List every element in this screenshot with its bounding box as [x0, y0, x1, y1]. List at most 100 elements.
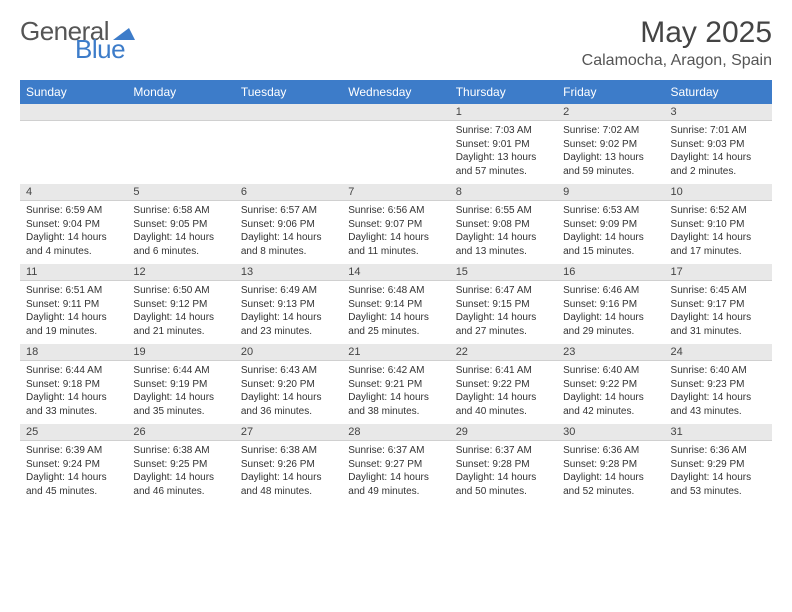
day-number-cell: 18 [20, 344, 127, 361]
day-number-cell: 7 [342, 184, 449, 201]
day-detail-cell: Sunrise: 6:46 AMSunset: 9:16 PMDaylight:… [557, 281, 664, 345]
daylight-text: and 43 minutes. [671, 405, 766, 419]
sunset-text: Sunset: 9:21 PM [348, 378, 443, 392]
daylight-text: Daylight: 14 hours [26, 391, 121, 405]
daylight-text: Daylight: 14 hours [348, 231, 443, 245]
sunset-text: Sunset: 9:26 PM [241, 458, 336, 472]
sunset-text: Sunset: 9:23 PM [671, 378, 766, 392]
day-detail-cell: Sunrise: 6:43 AMSunset: 9:20 PMDaylight:… [235, 361, 342, 425]
day-detail-row: Sunrise: 6:39 AMSunset: 9:24 PMDaylight:… [20, 441, 772, 505]
daylight-text: and 52 minutes. [563, 485, 658, 499]
day-number-cell: 1 [450, 104, 557, 121]
day-detail-cell: Sunrise: 6:44 AMSunset: 9:19 PMDaylight:… [127, 361, 234, 425]
day-number-cell: 19 [127, 344, 234, 361]
logo: General Blue [20, 16, 189, 47]
day-number-cell: 22 [450, 344, 557, 361]
daylight-text: Daylight: 14 hours [563, 231, 658, 245]
sunrise-text: Sunrise: 6:40 AM [671, 364, 766, 378]
day-number-cell: 26 [127, 424, 234, 441]
day-detail-cell: Sunrise: 6:41 AMSunset: 9:22 PMDaylight:… [450, 361, 557, 425]
day-detail-cell: Sunrise: 6:52 AMSunset: 9:10 PMDaylight:… [665, 201, 772, 265]
sunset-text: Sunset: 9:14 PM [348, 298, 443, 312]
daylight-text: and 15 minutes. [563, 245, 658, 259]
daylight-text: and 17 minutes. [671, 245, 766, 259]
daylight-text: and 29 minutes. [563, 325, 658, 339]
day-header: Wednesday [342, 80, 449, 104]
sunset-text: Sunset: 9:08 PM [456, 218, 551, 232]
sunset-text: Sunset: 9:01 PM [456, 138, 551, 152]
page-header: General Blue May 2025 Calamocha, Aragon,… [20, 16, 772, 70]
daylight-text: and 46 minutes. [133, 485, 228, 499]
sunset-text: Sunset: 9:22 PM [563, 378, 658, 392]
day-detail-row: Sunrise: 6:51 AMSunset: 9:11 PMDaylight:… [20, 281, 772, 345]
sunrise-text: Sunrise: 6:58 AM [133, 204, 228, 218]
sunrise-text: Sunrise: 6:40 AM [563, 364, 658, 378]
day-detail-cell: Sunrise: 7:01 AMSunset: 9:03 PMDaylight:… [665, 121, 772, 185]
day-detail-cell: Sunrise: 6:38 AMSunset: 9:26 PMDaylight:… [235, 441, 342, 505]
sunrise-text: Sunrise: 6:56 AM [348, 204, 443, 218]
sunset-text: Sunset: 9:22 PM [456, 378, 551, 392]
daylight-text: Daylight: 14 hours [348, 471, 443, 485]
sunset-text: Sunset: 9:19 PM [133, 378, 228, 392]
day-number-cell [342, 104, 449, 121]
sunrise-text: Sunrise: 6:44 AM [133, 364, 228, 378]
sunset-text: Sunset: 9:09 PM [563, 218, 658, 232]
daylight-text: Daylight: 14 hours [563, 391, 658, 405]
daylight-text: Daylight: 14 hours [671, 151, 766, 165]
sunrise-text: Sunrise: 6:38 AM [133, 444, 228, 458]
day-number-cell: 2 [557, 104, 664, 121]
day-number-cell: 23 [557, 344, 664, 361]
daylight-text: and 40 minutes. [456, 405, 551, 419]
sunrise-text: Sunrise: 6:53 AM [563, 204, 658, 218]
day-detail-cell: Sunrise: 6:36 AMSunset: 9:29 PMDaylight:… [665, 441, 772, 505]
day-number-row: 123 [20, 104, 772, 121]
daylight-text: Daylight: 14 hours [348, 311, 443, 325]
daylight-text: Daylight: 14 hours [671, 391, 766, 405]
sunrise-text: Sunrise: 6:55 AM [456, 204, 551, 218]
day-detail-row: Sunrise: 6:44 AMSunset: 9:18 PMDaylight:… [20, 361, 772, 425]
day-detail-cell: Sunrise: 6:57 AMSunset: 9:06 PMDaylight:… [235, 201, 342, 265]
sunset-text: Sunset: 9:11 PM [26, 298, 121, 312]
sunset-text: Sunset: 9:29 PM [671, 458, 766, 472]
day-number-cell: 20 [235, 344, 342, 361]
day-number-cell: 24 [665, 344, 772, 361]
day-number-row: 11121314151617 [20, 264, 772, 281]
sunrise-text: Sunrise: 6:59 AM [26, 204, 121, 218]
day-detail-cell: Sunrise: 6:48 AMSunset: 9:14 PMDaylight:… [342, 281, 449, 345]
sunrise-text: Sunrise: 6:46 AM [563, 284, 658, 298]
day-header: Tuesday [235, 80, 342, 104]
day-detail-cell: Sunrise: 6:38 AMSunset: 9:25 PMDaylight:… [127, 441, 234, 505]
sunset-text: Sunset: 9:04 PM [26, 218, 121, 232]
daylight-text: Daylight: 14 hours [26, 471, 121, 485]
daylight-text: Daylight: 14 hours [133, 311, 228, 325]
day-number-cell: 30 [557, 424, 664, 441]
day-detail-cell: Sunrise: 6:44 AMSunset: 9:18 PMDaylight:… [20, 361, 127, 425]
day-detail-cell: Sunrise: 6:40 AMSunset: 9:22 PMDaylight:… [557, 361, 664, 425]
sunset-text: Sunset: 9:05 PM [133, 218, 228, 232]
day-detail-cell: Sunrise: 6:56 AMSunset: 9:07 PMDaylight:… [342, 201, 449, 265]
sunrise-text: Sunrise: 7:02 AM [563, 124, 658, 138]
sunrise-text: Sunrise: 6:39 AM [26, 444, 121, 458]
day-detail-cell [20, 121, 127, 185]
day-header: Saturday [665, 80, 772, 104]
sunset-text: Sunset: 9:18 PM [26, 378, 121, 392]
day-detail-cell: Sunrise: 6:36 AMSunset: 9:28 PMDaylight:… [557, 441, 664, 505]
daylight-text: Daylight: 14 hours [133, 231, 228, 245]
sunset-text: Sunset: 9:03 PM [671, 138, 766, 152]
daylight-text: Daylight: 14 hours [671, 311, 766, 325]
day-number-cell: 8 [450, 184, 557, 201]
day-number-cell: 14 [342, 264, 449, 281]
daylight-text: Daylight: 14 hours [671, 231, 766, 245]
sunrise-text: Sunrise: 6:38 AM [241, 444, 336, 458]
day-number-cell: 16 [557, 264, 664, 281]
day-detail-row: Sunrise: 7:03 AMSunset: 9:01 PMDaylight:… [20, 121, 772, 185]
day-detail-cell: Sunrise: 6:55 AMSunset: 9:08 PMDaylight:… [450, 201, 557, 265]
sunset-text: Sunset: 9:28 PM [456, 458, 551, 472]
day-detail-cell: Sunrise: 7:03 AMSunset: 9:01 PMDaylight:… [450, 121, 557, 185]
sunset-text: Sunset: 9:20 PM [241, 378, 336, 392]
sunrise-text: Sunrise: 6:41 AM [456, 364, 551, 378]
daylight-text: Daylight: 14 hours [456, 231, 551, 245]
daylight-text: and 57 minutes. [456, 165, 551, 179]
day-detail-cell: Sunrise: 6:37 AMSunset: 9:27 PMDaylight:… [342, 441, 449, 505]
location-label: Calamocha, Aragon, Spain [582, 52, 772, 70]
